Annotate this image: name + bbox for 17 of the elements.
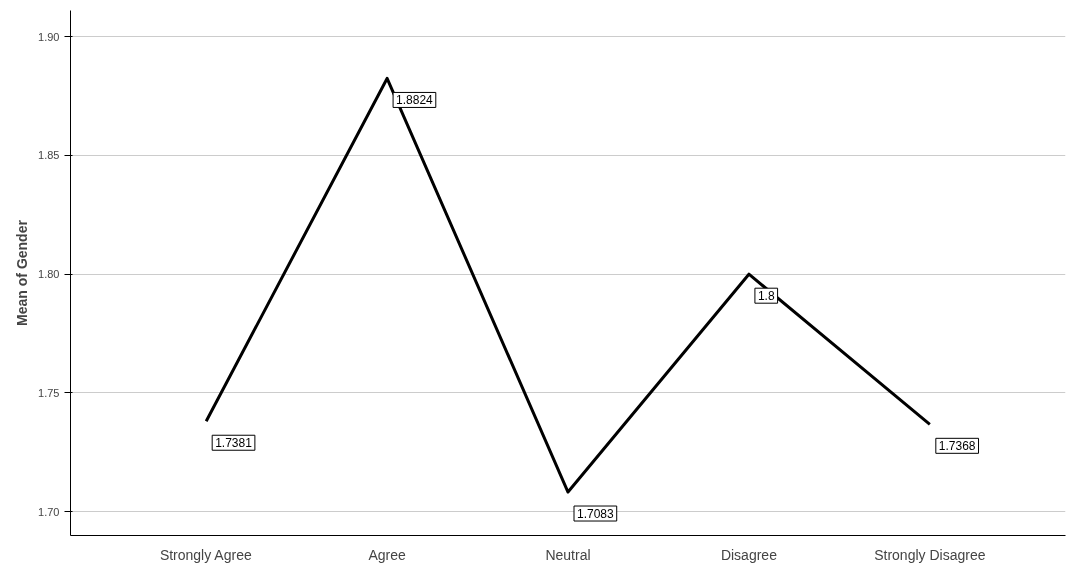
line-series [204,76,932,494]
data-label: 1.7368 [938,439,976,454]
y-axis-title: Mean of Gender [14,219,31,326]
data-label: 1.7381 [215,436,253,451]
y-tick-label: 1.85 [38,149,60,162]
y-tick-label: 1.70 [38,505,60,518]
x-tick-label: Disagree [720,546,778,563]
y-tick-label: 1.75 [38,386,60,399]
y-tick-label: 1.80 [38,268,60,281]
data-label: 1.8824 [396,93,434,108]
x-tick-label: Strongly Agree [159,546,252,563]
x-tick-label: Strongly Disagree [874,546,986,563]
data-label: 1.8 [757,289,775,304]
x-tick-label: Neutral [545,546,591,563]
x-tick-label: Agree [368,546,406,563]
y-tick-label: 1.90 [38,30,60,43]
data-label: 1.7083 [577,507,615,522]
